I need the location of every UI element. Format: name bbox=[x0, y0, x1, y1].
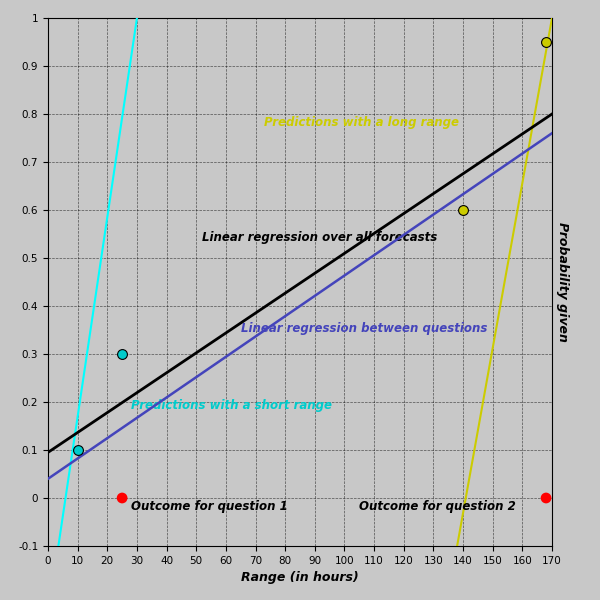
Point bbox=[118, 493, 127, 503]
Text: Outcome for question 1: Outcome for question 1 bbox=[131, 500, 288, 513]
X-axis label: Range (in hours): Range (in hours) bbox=[241, 571, 359, 584]
Text: Outcome for question 2: Outcome for question 2 bbox=[359, 500, 516, 513]
Point bbox=[118, 349, 127, 359]
Point bbox=[458, 205, 468, 215]
Point bbox=[541, 493, 551, 503]
Text: Predictions with a long range: Predictions with a long range bbox=[265, 116, 460, 129]
Point bbox=[73, 445, 82, 455]
Text: Predictions with a short range: Predictions with a short range bbox=[131, 399, 332, 412]
Y-axis label: Probability given: Probability given bbox=[556, 222, 569, 342]
Point bbox=[541, 37, 551, 47]
Text: Linear regression between questions: Linear regression between questions bbox=[241, 322, 487, 335]
Text: Linear regression over all forecasts: Linear regression over all forecasts bbox=[202, 231, 437, 244]
